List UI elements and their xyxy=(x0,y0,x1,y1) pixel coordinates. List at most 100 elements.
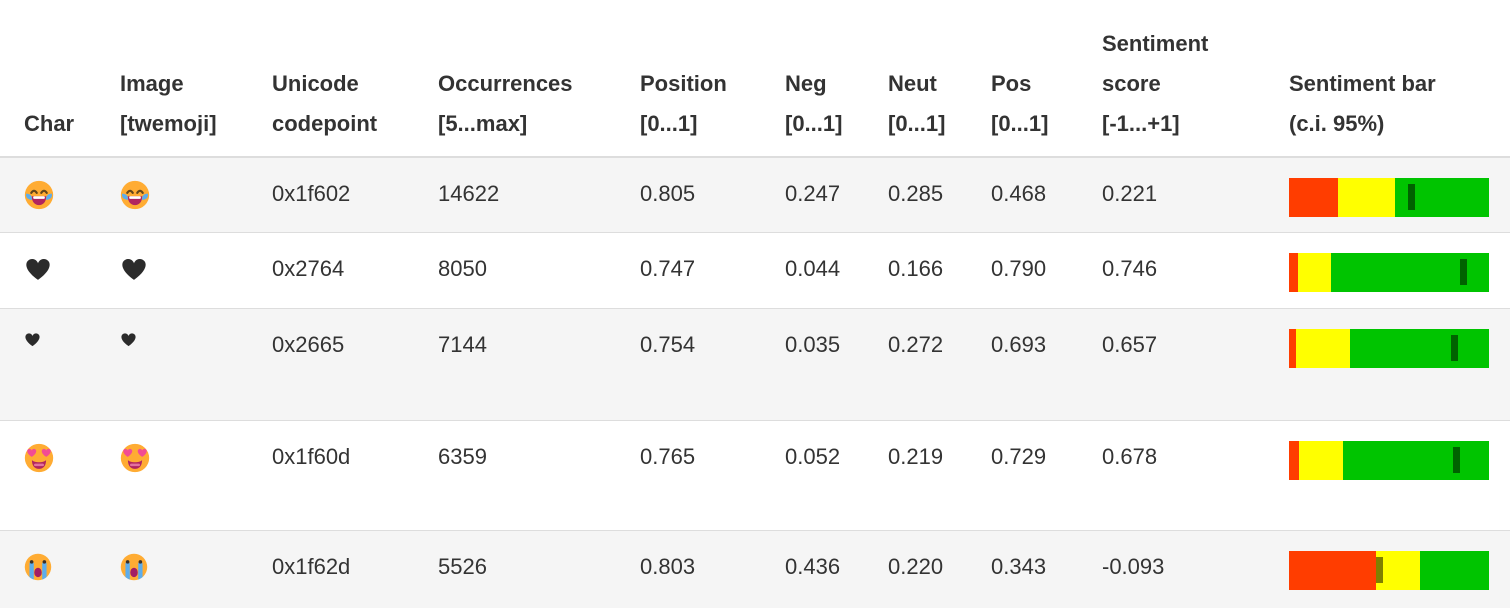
occurrences-cell: 5526 xyxy=(438,529,640,608)
score-marker xyxy=(1376,556,1384,583)
neg-cell: 0.035 xyxy=(785,307,888,420)
loudly-crying-face-twemoji-icon xyxy=(120,553,272,581)
table-row: 0x1f62d 5526 0.803 0.436 0.220 0.343 -0.093 xyxy=(0,529,1510,608)
bar-segment-negative xyxy=(1289,440,1300,480)
face-with-tears-of-joy-twemoji-icon xyxy=(120,180,272,210)
score-marker xyxy=(1407,184,1415,210)
char-cell xyxy=(0,307,120,420)
pos-cell: 0.790 xyxy=(991,231,1102,308)
neg-cell: 0.247 xyxy=(785,156,888,232)
char-cell xyxy=(0,419,120,530)
occurrences-cell: 7144 xyxy=(438,307,640,420)
codepoint-cell: 0x2665 xyxy=(272,307,438,420)
twemoji-image-cell xyxy=(120,529,272,608)
occurrences-cell: 6359 xyxy=(438,419,640,530)
table-row: 0x2764 8050 0.747 0.044 0.166 0.790 0.746 xyxy=(0,231,1510,308)
char-cell xyxy=(0,529,120,608)
heavy-black-heart-twemoji-icon xyxy=(120,255,272,283)
column-header-line: Neut xyxy=(888,71,937,96)
sentiment-bar xyxy=(1289,328,1489,368)
pos-cell: 0.693 xyxy=(991,307,1102,420)
position-cell: 0.803 xyxy=(640,529,785,608)
column-header-bar: Sentiment bar (c.i. 95%) xyxy=(1289,0,1510,158)
pos-cell: 0.468 xyxy=(991,156,1102,232)
column-header-line: [0...1] xyxy=(888,111,946,136)
bar-segment-positive xyxy=(1420,550,1489,590)
column-header-line: Image xyxy=(120,71,184,96)
bar-segment-neutral xyxy=(1338,178,1396,217)
black-heart-suit-twemoji-icon xyxy=(120,331,272,348)
bar-segment-positive xyxy=(1343,440,1489,480)
sentiment-bar-cell xyxy=(1289,307,1510,420)
column-header-line: [0...1] xyxy=(785,111,843,136)
bar-segment-negative xyxy=(1289,252,1298,292)
column-header-image: Image [twemoji] xyxy=(120,0,272,158)
neut-cell: 0.220 xyxy=(888,529,991,608)
char-cell xyxy=(0,156,120,232)
neut-cell: 0.285 xyxy=(888,156,991,232)
face-with-tears-of-joy-icon xyxy=(24,180,120,210)
score-cell: 0.657 xyxy=(1102,307,1289,420)
neut-cell: 0.272 xyxy=(888,307,991,420)
column-header-line: Unicode xyxy=(272,71,359,96)
column-header-pos: Pos [0...1] xyxy=(991,0,1102,158)
column-header-neg: Neg [0...1] xyxy=(785,0,888,158)
column-header-char: Char xyxy=(0,0,120,158)
column-header-line: Pos xyxy=(991,71,1032,96)
score-cell: 0.746 xyxy=(1102,231,1289,308)
score-cell: -0.093 xyxy=(1102,529,1289,608)
header-row: Char Image [twemoji] Unicode codepoint Occurr… xyxy=(0,0,1510,158)
twemoji-image-cell xyxy=(120,231,272,308)
codepoint-cell: 0x1f62d xyxy=(272,529,438,608)
twemoji-image-cell xyxy=(120,419,272,530)
twemoji-image-cell xyxy=(120,307,272,420)
sentiment-bar-cell xyxy=(1289,231,1510,308)
column-header-line: Char xyxy=(24,111,75,136)
sentiment-bar xyxy=(1289,252,1489,292)
score-cell: 0.221 xyxy=(1102,156,1289,232)
table-body: 0x1f602 14622 0.805 0.247 0.285 0.468 0.221 0x2… xyxy=(0,156,1510,608)
column-header-line: [0...1] xyxy=(640,111,698,136)
position-cell: 0.765 xyxy=(640,419,785,530)
neg-cell: 0.044 xyxy=(785,231,888,308)
score-marker xyxy=(1451,334,1459,361)
twemoji-image-cell xyxy=(120,156,272,232)
char-cell xyxy=(0,231,120,308)
position-cell: 0.754 xyxy=(640,307,785,420)
black-heart-suit-icon xyxy=(24,331,120,348)
heavy-black-heart-icon xyxy=(24,255,120,283)
bar-segment-negative xyxy=(1289,178,1339,217)
score-cell: 0.678 xyxy=(1102,419,1289,530)
bar-segment-neutral xyxy=(1299,440,1344,480)
score-marker xyxy=(1453,446,1461,473)
neut-cell: 0.219 xyxy=(888,419,991,530)
codepoint-cell: 0x1f60d xyxy=(272,419,438,530)
position-cell: 0.805 xyxy=(640,156,785,232)
table-row: 0x2665 7144 0.754 0.035 0.272 0.693 0.657 xyxy=(0,307,1510,420)
neg-cell: 0.052 xyxy=(785,419,888,530)
loudly-crying-face-icon xyxy=(24,553,120,581)
column-header-line: score xyxy=(1102,71,1161,96)
neg-cell: 0.436 xyxy=(785,529,888,608)
sentiment-bar xyxy=(1289,550,1489,590)
sentiment-bar xyxy=(1289,440,1489,480)
position-cell: 0.747 xyxy=(640,231,785,308)
occurrences-cell: 8050 xyxy=(438,231,640,308)
bar-segment-neutral xyxy=(1296,328,1351,368)
column-header-score: Sentiment score [-1...+1] xyxy=(1102,0,1289,158)
column-header-codepoint: Unicode codepoint xyxy=(272,0,438,158)
column-header-line: Neg xyxy=(785,71,827,96)
sentiment-bar xyxy=(1289,178,1489,217)
column-header-line: Position xyxy=(640,71,727,96)
table-row: 0x1f602 14622 0.805 0.247 0.285 0.468 0.221 xyxy=(0,156,1510,232)
smiling-face-with-heart-eyes-icon xyxy=(24,443,120,473)
column-header-line: [-1...+1] xyxy=(1102,111,1180,136)
bar-segment-neutral xyxy=(1297,252,1331,292)
sentiment-bar-cell xyxy=(1289,529,1510,608)
column-header-neut: Neut [0...1] xyxy=(888,0,991,158)
column-header-position: Position [0...1] xyxy=(640,0,785,158)
table-row: 0x1f60d 6359 0.765 0.052 0.219 0.729 0.678 xyxy=(0,419,1510,530)
column-header-line: [5...max] xyxy=(438,111,528,136)
column-header-line: Sentiment bar xyxy=(1289,71,1436,96)
